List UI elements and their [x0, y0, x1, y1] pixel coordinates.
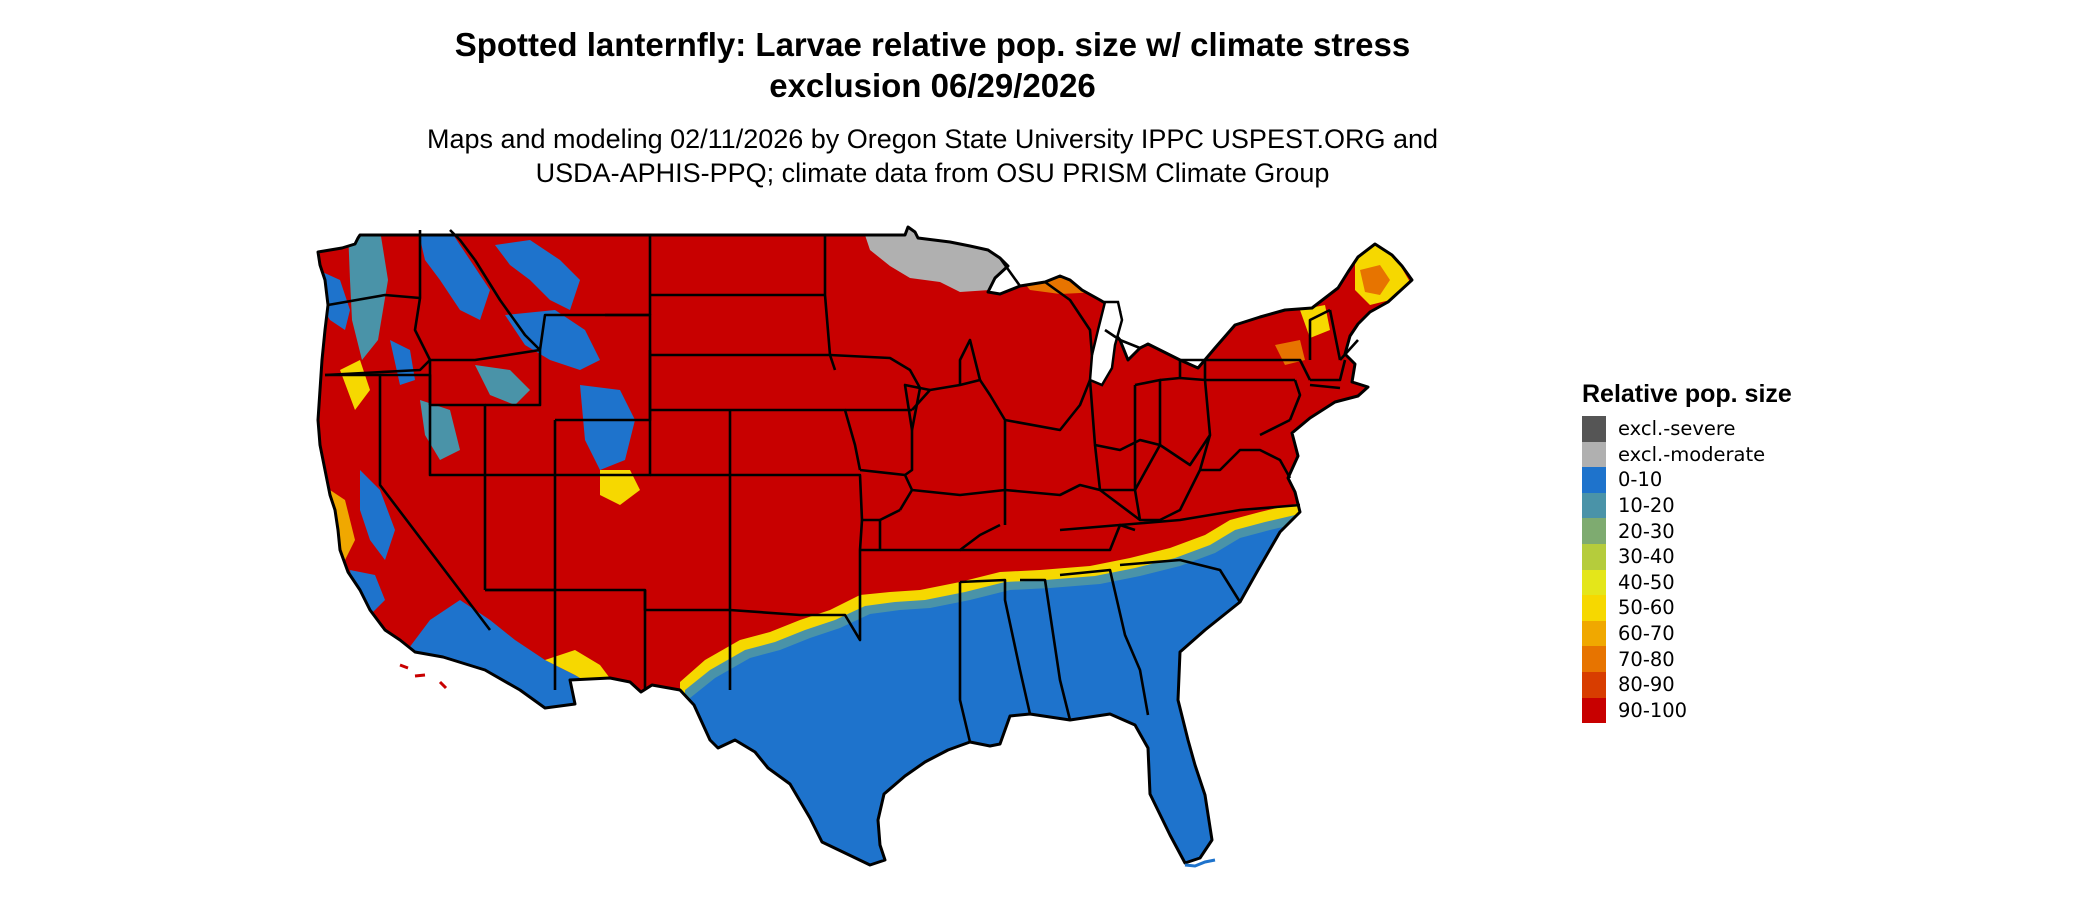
region-california-mid [330, 490, 355, 560]
legend-item: 50-60 [1582, 595, 1792, 621]
map-subtitle-line2: USDA-APHIS-PPQ; climate data from OSU PR… [535, 158, 1330, 188]
legend-item: 20-30 [1582, 518, 1792, 544]
legend-swatch [1582, 595, 1606, 621]
legend-label: 0-10 [1618, 468, 1663, 492]
lake-michigan [1088, 300, 1124, 387]
region-colorado-low [580, 385, 635, 470]
legend-item: 40-50 [1582, 569, 1792, 596]
legend-swatch [1582, 697, 1606, 724]
region-wyoming-low [505, 310, 600, 370]
legend-label: 30-40 [1618, 545, 1675, 569]
legend-label: 80-90 [1618, 673, 1675, 697]
legend-item: 60-70 [1582, 620, 1792, 647]
region-nevada-low [360, 470, 395, 560]
legend-swatch [1582, 569, 1606, 596]
legend-item: 30-40 [1582, 543, 1792, 570]
population-fill [318, 227, 1412, 865]
legend-label: 40-50 [1618, 570, 1675, 594]
legend-label: 20-30 [1618, 519, 1675, 543]
legend-label: excl.-moderate [1618, 442, 1766, 466]
legend-swatch [1582, 543, 1606, 570]
us-lower48-map [316, 225, 1414, 868]
legend-label: excl.-severe [1618, 417, 1736, 441]
state-boundaries [324, 229, 1359, 743]
region-upper-michigan-orange [1020, 260, 1120, 294]
legend-item: 10-20 [1582, 492, 1792, 519]
region-wyoming-low-2 [475, 365, 530, 405]
legend-items: excl.-severe excl.-moderate 0-10 10-20 20-30… [1582, 416, 1792, 724]
map-subtitle-line1: Maps and modeling 02/11/2026 by Oregon S… [426, 124, 1439, 154]
florida-keys [1184, 858, 1216, 868]
region-idaho-low [418, 230, 490, 320]
legend-swatch [1582, 620, 1606, 647]
legend-label: 60-70 [1618, 622, 1675, 646]
legend-swatch [1582, 441, 1606, 468]
legend-label: 10-20 [1618, 494, 1675, 518]
us-outline [316, 225, 1414, 867]
region-high [318, 227, 1412, 865]
legend-item: 80-90 [1582, 671, 1792, 698]
legend-label: 90-100 [1618, 698, 1688, 722]
legend-label: 50-60 [1618, 596, 1675, 620]
legend-item: 70-80 [1582, 646, 1792, 672]
region-colorado-mid [600, 470, 640, 505]
legend-title: Relative pop. size [1582, 380, 1792, 408]
map-legend: Relative pop. size excl.-severe excl.-mod… [1582, 380, 1792, 724]
legend-swatch [1582, 518, 1606, 544]
legend-swatch [1582, 646, 1606, 672]
channel-islands [399, 663, 448, 690]
legend-item: 90-100 [1582, 697, 1792, 724]
legend-swatch [1582, 467, 1606, 493]
legend-label: 70-80 [1618, 647, 1675, 671]
region-montana-low [495, 240, 580, 310]
map-title-line1: Spotted lanternfly: Larvae relative pop.… [454, 26, 1411, 63]
map-subtitle: Maps and modeling 02/11/2026 by Oregon S… [0, 122, 1865, 190]
region-maine-orange [1360, 265, 1390, 295]
legend-swatch [1582, 416, 1606, 442]
legend-swatch [1582, 492, 1606, 519]
map-title-line2: exclusion 06/29/2026 [769, 67, 1096, 104]
region-upper-michigan-yellow [1080, 258, 1120, 276]
legend-item: excl.-moderate [1582, 441, 1792, 468]
map-title: Spotted lanternfly: Larvae relative pop.… [0, 24, 1865, 106]
legend-swatch [1582, 671, 1606, 698]
legend-item: excl.-severe [1582, 416, 1792, 442]
region-cascades-low [348, 230, 388, 360]
legend-item: 0-10 [1582, 467, 1792, 493]
